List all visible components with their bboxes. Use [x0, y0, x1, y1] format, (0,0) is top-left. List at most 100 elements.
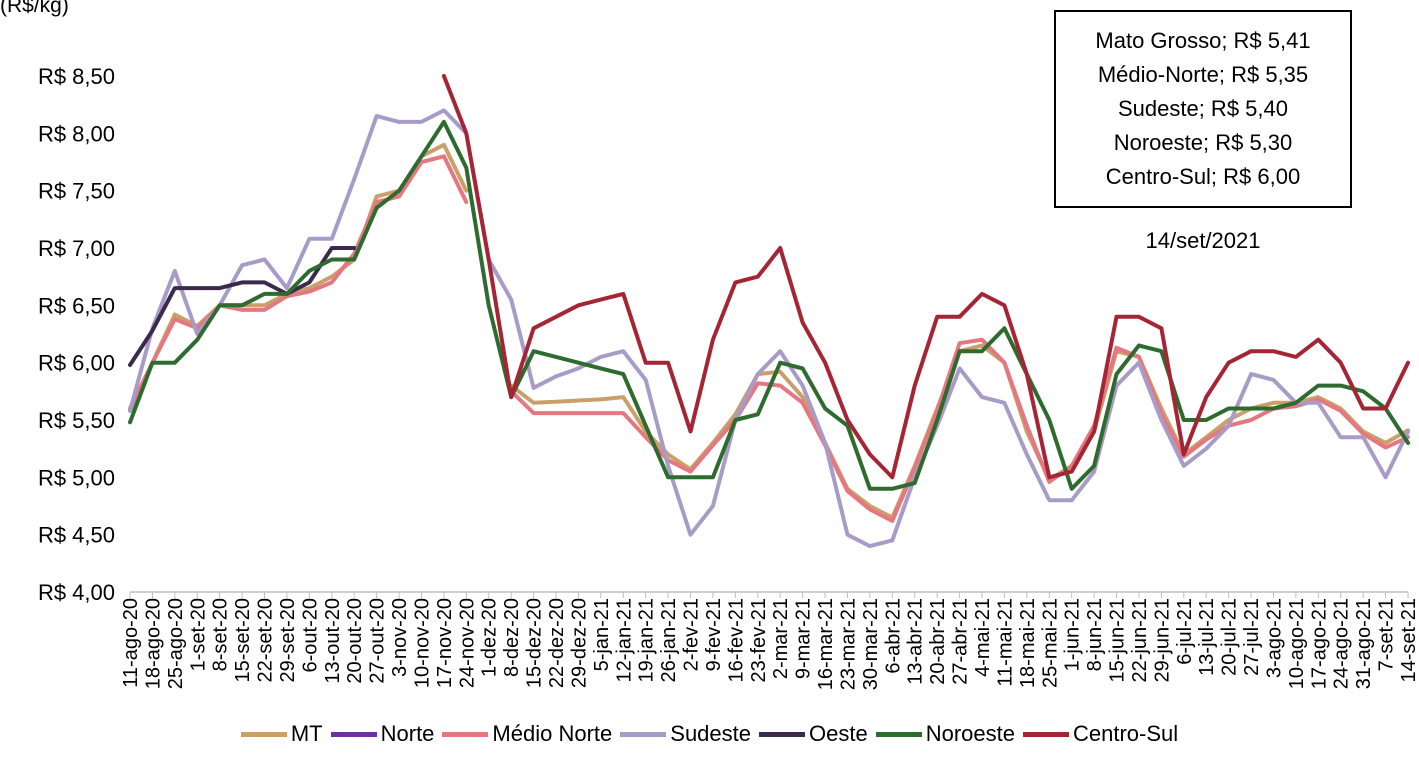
x-tick-label: 29-dez-20 — [568, 598, 590, 688]
x-tick-label: 29-jun-21 — [1151, 598, 1173, 683]
annotation-line-medio-norte: Médio-Norte; R$ 5,35 — [1097, 62, 1309, 87]
y-tick-label: R$ 5,50 — [38, 408, 115, 433]
x-tick-label: 30-mar-21 — [860, 598, 882, 690]
x-tick-label: 22-dez-20 — [546, 598, 568, 688]
legend-item-sudeste: Sudeste — [620, 721, 751, 747]
legend-swatch — [875, 731, 922, 737]
chart-legend: MT Norte Médio Norte Sudeste Oeste Noroeste Ce… — [0, 716, 1419, 752]
legend-swatch — [330, 731, 377, 737]
x-tick-label: 19-jan-21 — [636, 598, 658, 683]
x-tick-label: 22-set-20 — [255, 598, 277, 683]
legend-item-mt: MT — [240, 721, 323, 747]
x-tick-label: 24-ago-21 — [1331, 598, 1353, 689]
x-tick-label: 20-jul-21 — [1219, 598, 1241, 676]
annotation-line-mato-grosso: Mato Grosso; R$ 5,41 — [1095, 28, 1311, 53]
legend-item-noroeste: Noroeste — [875, 721, 1015, 747]
x-tick-label: 8-set-20 — [210, 598, 232, 671]
x-tick-label: 20-abr-21 — [927, 598, 949, 685]
x-tick-label: 27-jul-21 — [1241, 598, 1263, 676]
series-line-medio-norte — [128, 154, 469, 411]
x-tick-label: 13-abr-21 — [905, 598, 927, 685]
y-tick-label: R$ 8,50 — [38, 64, 115, 89]
x-tick-label: 29-set-20 — [277, 598, 299, 683]
x-tick-label: 1-jun-21 — [1062, 598, 1084, 671]
x-tick-label: 1-dez-20 — [479, 598, 501, 677]
annotation-line-centro-sul: Centro-Sul; R$ 6,00 — [1105, 164, 1301, 189]
price-annotation-box: Mato Grosso; R$ 5,41 Médio-Norte; R$ 5,3… — [1054, 10, 1352, 208]
x-tick-label: 2-fev-21 — [681, 598, 703, 671]
series-line-noroeste — [128, 119, 1410, 491]
legend-label: Centro-Sul — [1072, 721, 1179, 746]
x-tick-label: 27-out-20 — [367, 598, 389, 684]
x-tick-label: 14-set-21 — [1398, 598, 1419, 683]
x-tick-label: 11-ago-20 — [120, 598, 142, 688]
annotation-line-sudeste: Sudeste; R$ 5,40 — [1117, 96, 1288, 121]
legend-label: Norte — [380, 721, 435, 746]
x-tick-label: 3-ago-21 — [1263, 598, 1285, 678]
x-tick-label: 4-mai-21 — [972, 598, 994, 677]
series-line-oeste — [128, 246, 357, 367]
legend-item-centro-sul: Centro-Sul — [1022, 721, 1179, 747]
legend-swatch — [620, 731, 667, 737]
x-tick-label: 26-jan-21 — [658, 598, 680, 683]
annotation-date: 14/set/2021 — [1145, 228, 1261, 253]
legend-swatch — [442, 731, 489, 737]
legend-item-medio-norte: Médio Norte — [442, 721, 612, 747]
series-line-medio-norte — [509, 337, 1410, 523]
x-tick-label: 18-mai-21 — [1017, 598, 1039, 688]
x-tick-label: 8-jun-21 — [1084, 598, 1106, 671]
x-tick-label: 6-jul-21 — [1174, 598, 1196, 665]
x-tick-label: 15-set-20 — [232, 598, 254, 683]
x-tick-label: 31-ago-21 — [1353, 598, 1375, 689]
legend-swatch — [1022, 731, 1069, 737]
legend-label: MT — [290, 721, 323, 746]
x-tick-label: 17-nov-20 — [434, 598, 456, 688]
legend-label: Noroeste — [925, 721, 1015, 746]
line-chart: R$ 4,00 R$ 4,50 R$ 5,00 R$ 5,50 R$ 6,00 R$ 6,… — [38, 64, 1419, 690]
y-tick-label: R$ 8,00 — [38, 121, 115, 146]
x-tick-label: 13-out-20 — [322, 598, 344, 684]
legend-swatch — [240, 731, 287, 737]
x-tick-label: 5-jan-21 — [591, 598, 613, 671]
x-tick-label: 25-mai-21 — [1039, 598, 1061, 688]
x-tick-label: 12-jan-21 — [613, 598, 635, 683]
x-tick-label: 15-jun-21 — [1107, 598, 1129, 683]
legend-label: Sudeste — [670, 721, 751, 746]
x-tick-label: 13-jul-21 — [1196, 598, 1218, 676]
x-tick-label: 15-dez-20 — [524, 598, 546, 688]
x-tick-label: 23-fev-21 — [748, 598, 770, 683]
x-tick-label: 18-ago-20 — [142, 598, 164, 689]
x-tick-label: 24-nov-20 — [456, 598, 478, 688]
y-tick-label: R$ 7,00 — [38, 236, 115, 261]
x-tick-label: 1-set-20 — [187, 598, 209, 671]
x-tick-label: 16-mar-21 — [815, 598, 837, 690]
x-tick-label: 9-fev-21 — [703, 598, 725, 671]
y-tick-label: R$ 4,50 — [38, 523, 115, 548]
series-line-mt — [128, 142, 469, 413]
x-tick-label: 6-out-20 — [299, 598, 321, 673]
series-line-centro-sul — [441, 74, 1410, 480]
x-tick-label: 25-ago-20 — [165, 598, 187, 689]
x-tick-label: 17-ago-21 — [1308, 598, 1330, 689]
x-tick-label: 10-ago-21 — [1286, 598, 1308, 689]
x-tick-label: 22-jun-21 — [1129, 598, 1151, 683]
x-tick-label: 7-set-21 — [1376, 598, 1398, 671]
legend-item-oeste: Oeste — [759, 721, 868, 747]
y-tick-label: R$ 6,00 — [38, 351, 115, 376]
x-tick-label: 3-nov-20 — [389, 598, 411, 677]
y-tick-label: R$ 5,00 — [38, 465, 115, 490]
x-tick-label: 6-abr-21 — [882, 598, 904, 674]
legend-swatch — [759, 731, 805, 737]
legend-label: Oeste — [809, 721, 868, 746]
x-tick-label: 8-dez-20 — [501, 598, 523, 677]
legend-label: Médio Norte — [492, 721, 613, 746]
y-tick-label: R$ 7,50 — [38, 179, 115, 204]
legend-item-norte: Norte — [330, 721, 435, 747]
series-line-sudeste — [128, 108, 1410, 549]
x-tick-label: 27-abr-21 — [950, 598, 972, 685]
x-tick-label: 20-out-20 — [344, 598, 366, 684]
y-unit-label: (R$/kg) — [0, 0, 69, 17]
annotation-line-noroeste: Noroeste; R$ 5,30 — [1113, 130, 1293, 155]
x-tick-label: 10-nov-20 — [411, 598, 433, 688]
y-tick-label: R$ 6,50 — [38, 293, 115, 318]
